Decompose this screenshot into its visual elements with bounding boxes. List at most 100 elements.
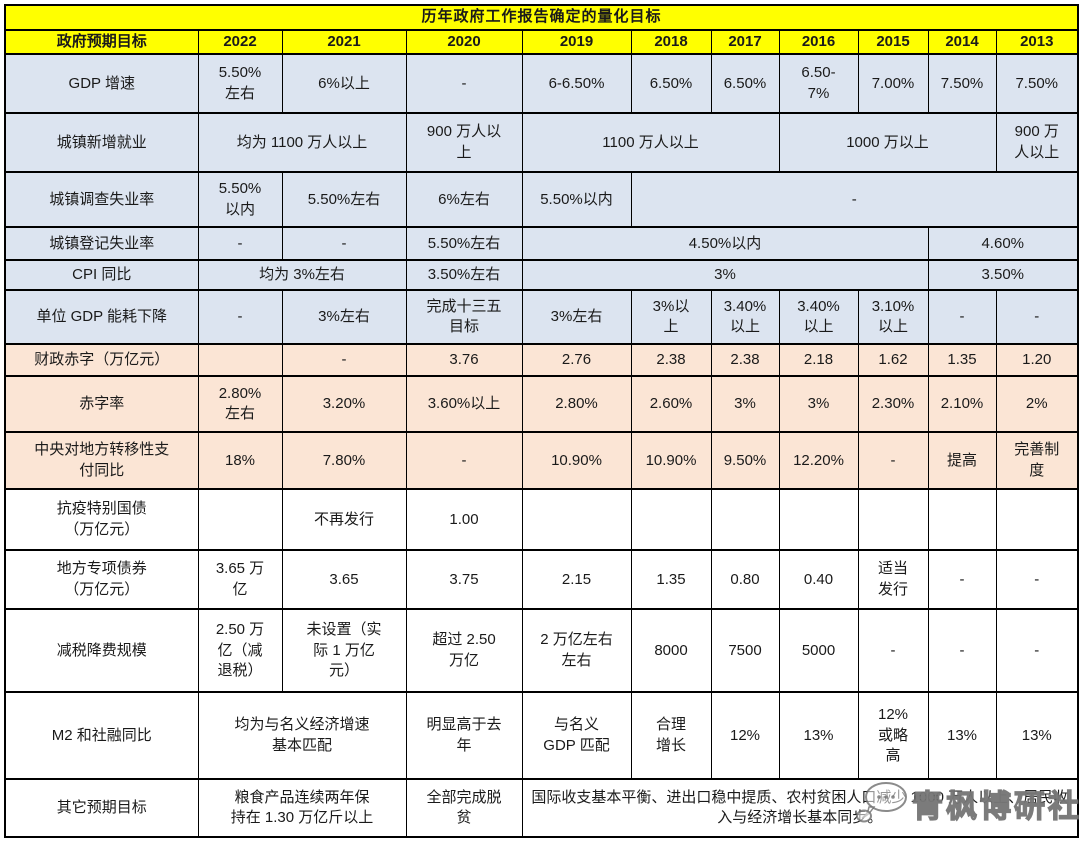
table-cell: 6.50- 7% bbox=[778, 53, 859, 115]
table-cell: 2.80% bbox=[521, 375, 632, 434]
table-cell: 5.50%以内 bbox=[521, 171, 632, 229]
table-row-local-special-bonds: 地方专项债券 （万亿元） 3.65 万 亿 3.65 3.75 2.15 1.35 0.80… bbox=[4, 549, 1079, 611]
table-cell: 6.50% bbox=[710, 53, 780, 115]
table-cell: 9.50% bbox=[710, 431, 780, 491]
table-cell: 5000 bbox=[778, 608, 859, 694]
table-cell: 3.50% bbox=[927, 259, 1079, 292]
table-cell: 5.50% 以内 bbox=[197, 171, 283, 229]
table-cell: 提高 bbox=[927, 431, 997, 491]
table-cell: 2.80% 左右 bbox=[197, 375, 283, 434]
table-cell: 7500 bbox=[710, 608, 780, 694]
table-title: 历年政府工作报告确定的量化目标 bbox=[4, 4, 1079, 31]
table-row-surveyed-unemployment-rate: 城镇调查失业率 5.50% 以内 5.50%左右 6%左右 5.50%以内 - bbox=[4, 171, 1079, 229]
table-row-energy-per-gdp-cut: 单位 GDP 能耗下降 -3%左右 完成十三五 目标 3%左右 3%以 上 3.40% 以… bbox=[4, 289, 1079, 346]
table-cell: 完善制 度 bbox=[995, 431, 1079, 491]
table-cell: 6-6.50% bbox=[521, 53, 632, 115]
table-row-gdp-growth: GDP 增速 5.50% 左右 6%以上 -6-6.50% 6.50% 6.50% 6.50… bbox=[4, 53, 1079, 115]
table-cell: 均为与名义经济增速 基本匹配 bbox=[197, 691, 407, 781]
table-cell: 3%以 上 bbox=[630, 289, 712, 346]
table-cell bbox=[995, 488, 1079, 552]
table-cell: 12% 或略 高 bbox=[857, 691, 929, 781]
table-cell: 2% bbox=[995, 375, 1079, 434]
table-cell: 13% bbox=[778, 691, 859, 781]
table-cell: 7.50% bbox=[927, 53, 997, 115]
table-cell: 3% bbox=[521, 259, 929, 292]
year-header-2019: 2019 bbox=[521, 28, 632, 56]
table-cell: 明显高于去 年 bbox=[405, 691, 523, 781]
table-cell: 6%左右 bbox=[405, 171, 523, 229]
title-row: 历年政府工作报告确定的量化目标 bbox=[4, 4, 1079, 31]
table-cell: - bbox=[197, 226, 283, 262]
table-cell: 3% bbox=[778, 375, 859, 434]
table-cell: 0.40 bbox=[778, 549, 859, 611]
table-cell: - bbox=[995, 608, 1079, 694]
year-header-2017: 2017 bbox=[710, 28, 780, 56]
table-cell: 3.40% 以上 bbox=[710, 289, 780, 346]
table-cell: 2.15 bbox=[521, 549, 632, 611]
table-cell: 7.50% bbox=[995, 53, 1079, 115]
table-cell: 1.35 bbox=[927, 343, 997, 378]
table-cell: 900 万人以 上 bbox=[405, 112, 523, 174]
table-row-central-to-local-transfer: 中央对地方转移性支 付同比 18% 7.80% -10.90% 10.90% 9.50% 1… bbox=[4, 431, 1079, 491]
table-cell: 3%左右 bbox=[521, 289, 632, 346]
table-cell: 12.20% bbox=[778, 431, 859, 491]
table-cell: - bbox=[405, 53, 523, 115]
table-cell: 2.10% bbox=[927, 375, 997, 434]
table-cell bbox=[857, 488, 929, 552]
table-body: GDP 增速 5.50% 左右 6%以上 -6-6.50% 6.50% 6.50% 6.50… bbox=[4, 53, 1079, 839]
row-label-m2-social-financing: M2 和社融同比 bbox=[4, 691, 199, 781]
table-cell: 13% bbox=[995, 691, 1079, 781]
table-cell: 2.76 bbox=[521, 343, 632, 378]
table-cell: 合理 增长 bbox=[630, 691, 712, 781]
table-cell: 与名义 GDP 匹配 bbox=[521, 691, 632, 781]
table-cell: 4.60% bbox=[927, 226, 1079, 262]
table-cell: 2.50 万 亿（减 退税） bbox=[197, 608, 283, 694]
table-cell: - bbox=[857, 431, 929, 491]
table-cell bbox=[197, 343, 283, 378]
table-cell: 5.50% 左右 bbox=[197, 53, 283, 115]
table-cell: 国际收支基本平衡、进出口稳中提质、农村贫困人口减少 1000 万人以上、居民收入… bbox=[521, 778, 1079, 839]
row-label-deficit-ratio: 赤字率 bbox=[4, 375, 199, 434]
table-row-registered-unemployment-rate: 城镇登记失业率 - -5.50%左右 4.50%以内 4.60% bbox=[4, 226, 1079, 262]
year-header-2014: 2014 bbox=[927, 28, 997, 56]
table-cell bbox=[197, 488, 283, 552]
row-label-tax-fee-cut-scale: 减税降费规模 bbox=[4, 608, 199, 694]
row-label-gdp-growth: GDP 增速 bbox=[4, 53, 199, 115]
table-cell bbox=[927, 488, 997, 552]
table-row-fiscal-deficit: 财政赤字（万亿元） -3.76 2.76 2.38 2.38 2.18 1.62 1.35 1.… bbox=[4, 343, 1079, 378]
table-cell bbox=[630, 488, 712, 552]
table-cell: 13% bbox=[927, 691, 997, 781]
table-row-m2-social-financing: M2 和社融同比 均为与名义经济增速 基本匹配 明显高于去 年与名义 GDP 匹配合… bbox=[4, 691, 1079, 781]
table-cell: 4.50%以内 bbox=[521, 226, 929, 262]
table-cell: 5.50%左右 bbox=[405, 226, 523, 262]
table-cell: - bbox=[857, 608, 929, 694]
table-cell: 3.75 bbox=[405, 549, 523, 611]
table-cell: 1000 万以上 bbox=[778, 112, 997, 174]
table-cell: 完成十三五 目标 bbox=[405, 289, 523, 346]
row-label-covid-special-bonds: 抗疫特别国债 （万亿元） bbox=[4, 488, 199, 552]
table-cell: 6.50% bbox=[630, 53, 712, 115]
table-cell: - bbox=[405, 431, 523, 491]
gov-targets-table: 历年政府工作报告确定的量化目标 政府预期目标 2022 2021 2020 2019 2… bbox=[4, 4, 1079, 839]
row-label-surveyed-unemployment-rate: 城镇调查失业率 bbox=[4, 171, 199, 229]
table-cell: - bbox=[995, 289, 1079, 346]
row-label-local-special-bonds: 地方专项债券 （万亿元） bbox=[4, 549, 199, 611]
table-cell: - bbox=[281, 226, 407, 262]
table-cell: 3.65 万 亿 bbox=[197, 549, 283, 611]
table-cell: 全部完成脱 贫 bbox=[405, 778, 523, 839]
table-cell: 3% bbox=[710, 375, 780, 434]
row-label-urban-new-jobs: 城镇新增就业 bbox=[4, 112, 199, 174]
table-cell: 未设置（实 际 1 万亿 元） bbox=[281, 608, 407, 694]
table-cell: 3.10% 以上 bbox=[857, 289, 929, 346]
table-row-deficit-ratio: 赤字率 2.80% 左右 3.20% 3.60%以上 2.80% 2.60% 3% 3% 2.3… bbox=[4, 375, 1079, 434]
table-cell: 粮食产品连续两年保 持在 1.30 万亿斤以上 bbox=[197, 778, 407, 839]
table-cell: - bbox=[281, 343, 407, 378]
table-cell: 900 万 人以上 bbox=[995, 112, 1079, 174]
row-label-cpi-yoy: CPI 同比 bbox=[4, 259, 199, 292]
table-cell: 1.20 bbox=[995, 343, 1079, 378]
table-cell: 2.30% bbox=[857, 375, 929, 434]
column-header-label: 政府预期目标 bbox=[4, 28, 199, 56]
table-cell: 3.50%左右 bbox=[405, 259, 523, 292]
table-cell: 8000 bbox=[630, 608, 712, 694]
table-cell bbox=[710, 488, 780, 552]
